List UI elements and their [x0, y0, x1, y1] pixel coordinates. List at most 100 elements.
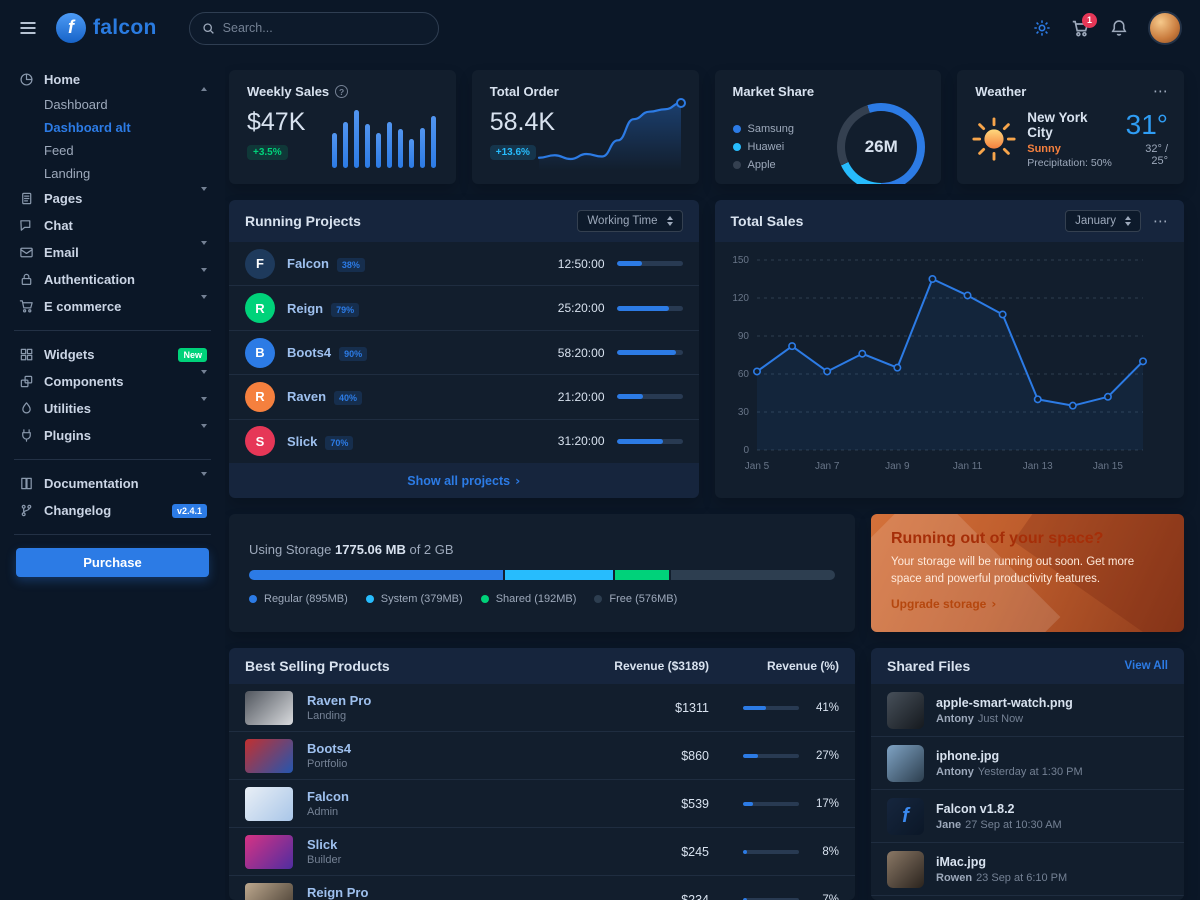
sidebar-item-utilities[interactable]: Utilities	[16, 395, 209, 422]
plugins-icon	[18, 428, 35, 443]
project-name-cell: Falcon 38%	[287, 256, 521, 273]
month-select[interactable]: January	[1065, 210, 1141, 232]
svg-text:Jan 15: Jan 15	[1092, 461, 1122, 472]
file-name-link[interactable]: iMac.jpg	[936, 854, 987, 869]
product-percent-cell: 41%	[709, 702, 839, 714]
cart-icon[interactable]: 1	[1071, 12, 1097, 38]
falcon-logo-icon	[56, 13, 86, 43]
weather-city: New York City	[1027, 109, 1088, 140]
legend-dot	[732, 125, 741, 133]
product-revenue: $1311	[675, 700, 709, 715]
sidebar-item-label: Plugins	[44, 428, 91, 443]
product-thumbnail	[245, 834, 293, 869]
project-progress-fill	[616, 394, 643, 400]
sidebar-item-documentation[interactable]: Documentation	[16, 470, 209, 497]
search-input[interactable]	[222, 21, 426, 35]
sidebar-item-components[interactable]: Components	[16, 368, 209, 395]
file-owner: Rowen	[936, 871, 973, 884]
product-percent-bar	[743, 897, 799, 900]
storage-legend-item: Shared (192MB)	[480, 593, 576, 605]
main-content: Weekly Sales $47K +3.5% Total Order 58.4…	[225, 56, 1200, 900]
sidebar-item-label: Widgets	[44, 347, 95, 362]
weekly-bar	[353, 110, 359, 168]
weekly-sales-badge: +3.5%	[247, 145, 288, 160]
project-time: 58:20:00	[557, 345, 605, 360]
file-row-apple-smart-watch-png: apple-smart-watch.png Antony Just Now	[871, 684, 1184, 737]
tables-row: Best Selling Products Revenue ($3189) Re…	[229, 648, 1184, 900]
sidebar-item-changelog[interactable]: Changelog v2.4.1	[16, 497, 209, 524]
sidebar-item-dashboard-alt[interactable]: Dashboard alt	[44, 120, 131, 135]
project-name-link[interactable]: Boots4	[287, 345, 332, 361]
sun-icon	[971, 116, 1017, 162]
search-bar[interactable]	[188, 11, 439, 45]
sidebar-item-landing[interactable]: Landing	[44, 166, 91, 181]
file-thumbnail	[887, 797, 924, 835]
purchase-button[interactable]: Purchase	[16, 548, 209, 577]
sidebar-item-home[interactable]: Home	[16, 66, 209, 93]
project-name-link[interactable]: Raven	[287, 389, 327, 405]
product-percent-value: 7%	[822, 893, 839, 900]
sidebar-item-label: E commerce	[44, 299, 122, 314]
user-avatar[interactable]	[1148, 11, 1182, 45]
storage-segment-system	[505, 569, 613, 580]
view-all-link[interactable]: View All	[1124, 660, 1168, 672]
file-timestamp: 27 Sep at 10:30 AM	[965, 818, 1062, 831]
sidebar-item-label: Email	[44, 245, 79, 260]
settings-gear-icon[interactable]	[1033, 19, 1051, 37]
product-name-link[interactable]: Falcon	[307, 789, 349, 804]
product-name-link[interactable]: Reign Pro	[307, 885, 369, 900]
space-card-body: Your storage will be running out soon. G…	[891, 556, 1135, 586]
working-time-select[interactable]: Working Time	[577, 210, 683, 232]
storage-label: Using Storage 1775.06 MB of 2 GB	[249, 542, 835, 557]
upgrade-storage-link[interactable]: Upgrade storage	[891, 597, 1164, 611]
sidebar-item-plugins[interactable]: Plugins	[16, 422, 209, 449]
chevron-down-icon	[201, 370, 207, 389]
project-name-link[interactable]: Reign	[287, 300, 324, 316]
file-row-iphone-jpg: iphone.jpg Antony Yesterday at 1:30 PM	[871, 737, 1184, 790]
total-order-sparkline	[531, 89, 689, 178]
weather-temp: 31°	[1125, 109, 1168, 140]
revenue-column-header: Revenue ($3189)	[614, 659, 709, 673]
file-info: apple-smart-watch.png Antony Just Now	[936, 696, 1073, 725]
more-options-icon[interactable]	[1153, 82, 1168, 100]
weather-precipitation: Precipitation: 50%	[1027, 156, 1112, 169]
file-owner: Jane	[936, 818, 962, 831]
working-time-select-value: Working Time	[587, 215, 658, 227]
product-name-link[interactable]: Boots4	[307, 741, 352, 756]
file-name-link[interactable]: apple-smart-watch.png	[936, 695, 1073, 710]
project-name-link[interactable]: Slick	[287, 433, 318, 449]
sidebar-item-email[interactable]: Email	[16, 239, 209, 266]
project-name-link[interactable]: Falcon	[287, 256, 329, 272]
sidebar-item-feed[interactable]: Feed	[44, 143, 74, 158]
info-icon[interactable]	[335, 85, 349, 98]
hamburger-menu-icon[interactable]	[14, 14, 42, 42]
weekly-sales-value: $47K	[247, 108, 306, 136]
project-progress-bar	[616, 350, 683, 356]
total-order-card: Total Order 58.4K +13.6%	[471, 70, 699, 184]
svg-text:60: 60	[737, 369, 749, 380]
sidebar-item-e-commerce[interactable]: E commerce	[16, 293, 209, 320]
falcon-logo[interactable]: falcon	[56, 13, 157, 43]
product-name-link[interactable]: Slick	[307, 837, 338, 852]
show-all-projects-link[interactable]: Show all projects	[229, 463, 699, 498]
svg-text:Jan 9: Jan 9	[885, 461, 910, 472]
storage-segment-regular	[249, 569, 504, 580]
storage-legend-item: Regular (895MB)	[249, 593, 348, 605]
sidebar-item-authentication[interactable]: Authentication	[16, 266, 209, 293]
sidebar-item-chat[interactable]: Chat	[16, 212, 209, 239]
file-name-link[interactable]: iphone.jpg	[936, 748, 1000, 763]
charts-row: Running Projects Working Time F Falcon 38%…	[229, 200, 1184, 498]
product-info: Falcon Admin	[307, 789, 603, 818]
sidebar-item-widgets[interactable]: Widgets New	[16, 341, 209, 368]
notifications-bell-icon[interactable]	[1110, 19, 1128, 37]
weekly-bar	[408, 139, 414, 168]
product-name-link[interactable]: Raven Pro	[307, 693, 372, 708]
legend-item-huawei: Huawei	[732, 141, 794, 153]
total-order-title: Total Order	[489, 84, 559, 99]
file-name-link[interactable]: Falcon v1.8.2	[936, 801, 1015, 816]
project-name-cell: Raven 40%	[287, 389, 521, 406]
more-options-icon[interactable]	[1153, 212, 1168, 230]
product-percent-value: 27%	[815, 749, 839, 762]
sidebar-item-pages[interactable]: Pages	[16, 185, 209, 212]
sidebar-item-dashboard[interactable]: Dashboard	[44, 97, 108, 112]
